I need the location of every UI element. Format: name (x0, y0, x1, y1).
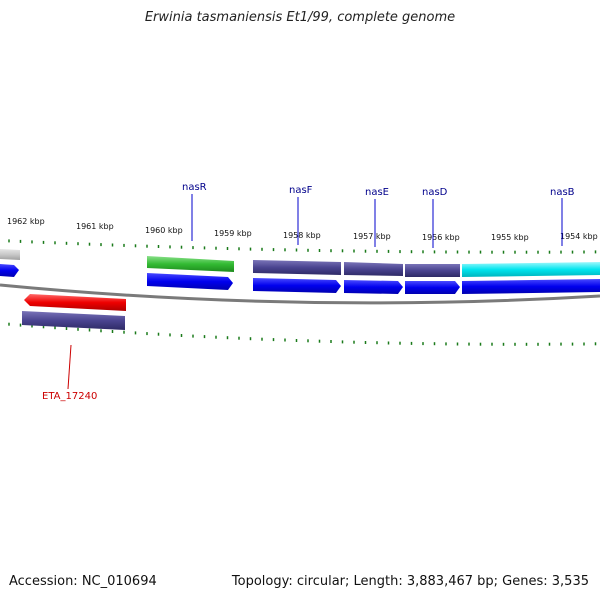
map-title: Erwinia tasmaniensis Et1/99, complete ge… (144, 10, 456, 25)
cds-arrow-nasD (405, 281, 460, 294)
scale-label-1958: 1958 kbp (283, 231, 321, 240)
cds-arrow-eta (24, 294, 126, 311)
scale-ticks-outer (8, 239, 597, 254)
feature-grey-left (0, 249, 20, 260)
cds-arrow-left-edge (0, 264, 19, 277)
scale-label-1960: 1960 kbp (145, 226, 183, 235)
cds-arrow-nasB (462, 279, 600, 294)
cds-arrow-nasE (344, 280, 403, 294)
scale-label-1962: 1962 kbp (7, 217, 45, 226)
accession-text: Accession: NC_010694 (9, 574, 157, 589)
cds-arrow-nasF (253, 278, 341, 293)
scale-label-1959: 1959 kbp (214, 229, 252, 238)
gene-label-eta: ETA_17240 (42, 391, 97, 402)
scale-ticks-inner (8, 322, 597, 346)
topology-text: Topology: circular; Length: 3,883,467 bp… (231, 574, 589, 589)
feature-nasF (253, 260, 341, 275)
scale-label-1955: 1955 kbp (491, 233, 529, 242)
scale-label-1954: 1954 kbp (560, 232, 598, 241)
feature-nasR (147, 256, 234, 272)
genome-backbone (0, 283, 600, 305)
scale-label-1957: 1957 kbp (353, 232, 391, 241)
gene-label-nasD: nasD (422, 187, 448, 198)
feature-eta (22, 311, 125, 330)
feature-nasB (462, 262, 600, 277)
gene-label-nasR: nasR (182, 182, 207, 193)
scale-label-1961: 1961 kbp (76, 222, 114, 231)
feature-nasD (405, 264, 460, 277)
gene-label-nasF: nasF (289, 185, 313, 196)
leader-eta (67, 344, 72, 390)
cds-arrow-nasR (147, 273, 233, 290)
feature-nasE (344, 262, 403, 276)
scale-label-1956: 1956 kbp (422, 233, 460, 242)
gene-label-nasB: nasB (550, 187, 575, 198)
gene-label-nasE: nasE (365, 187, 389, 198)
